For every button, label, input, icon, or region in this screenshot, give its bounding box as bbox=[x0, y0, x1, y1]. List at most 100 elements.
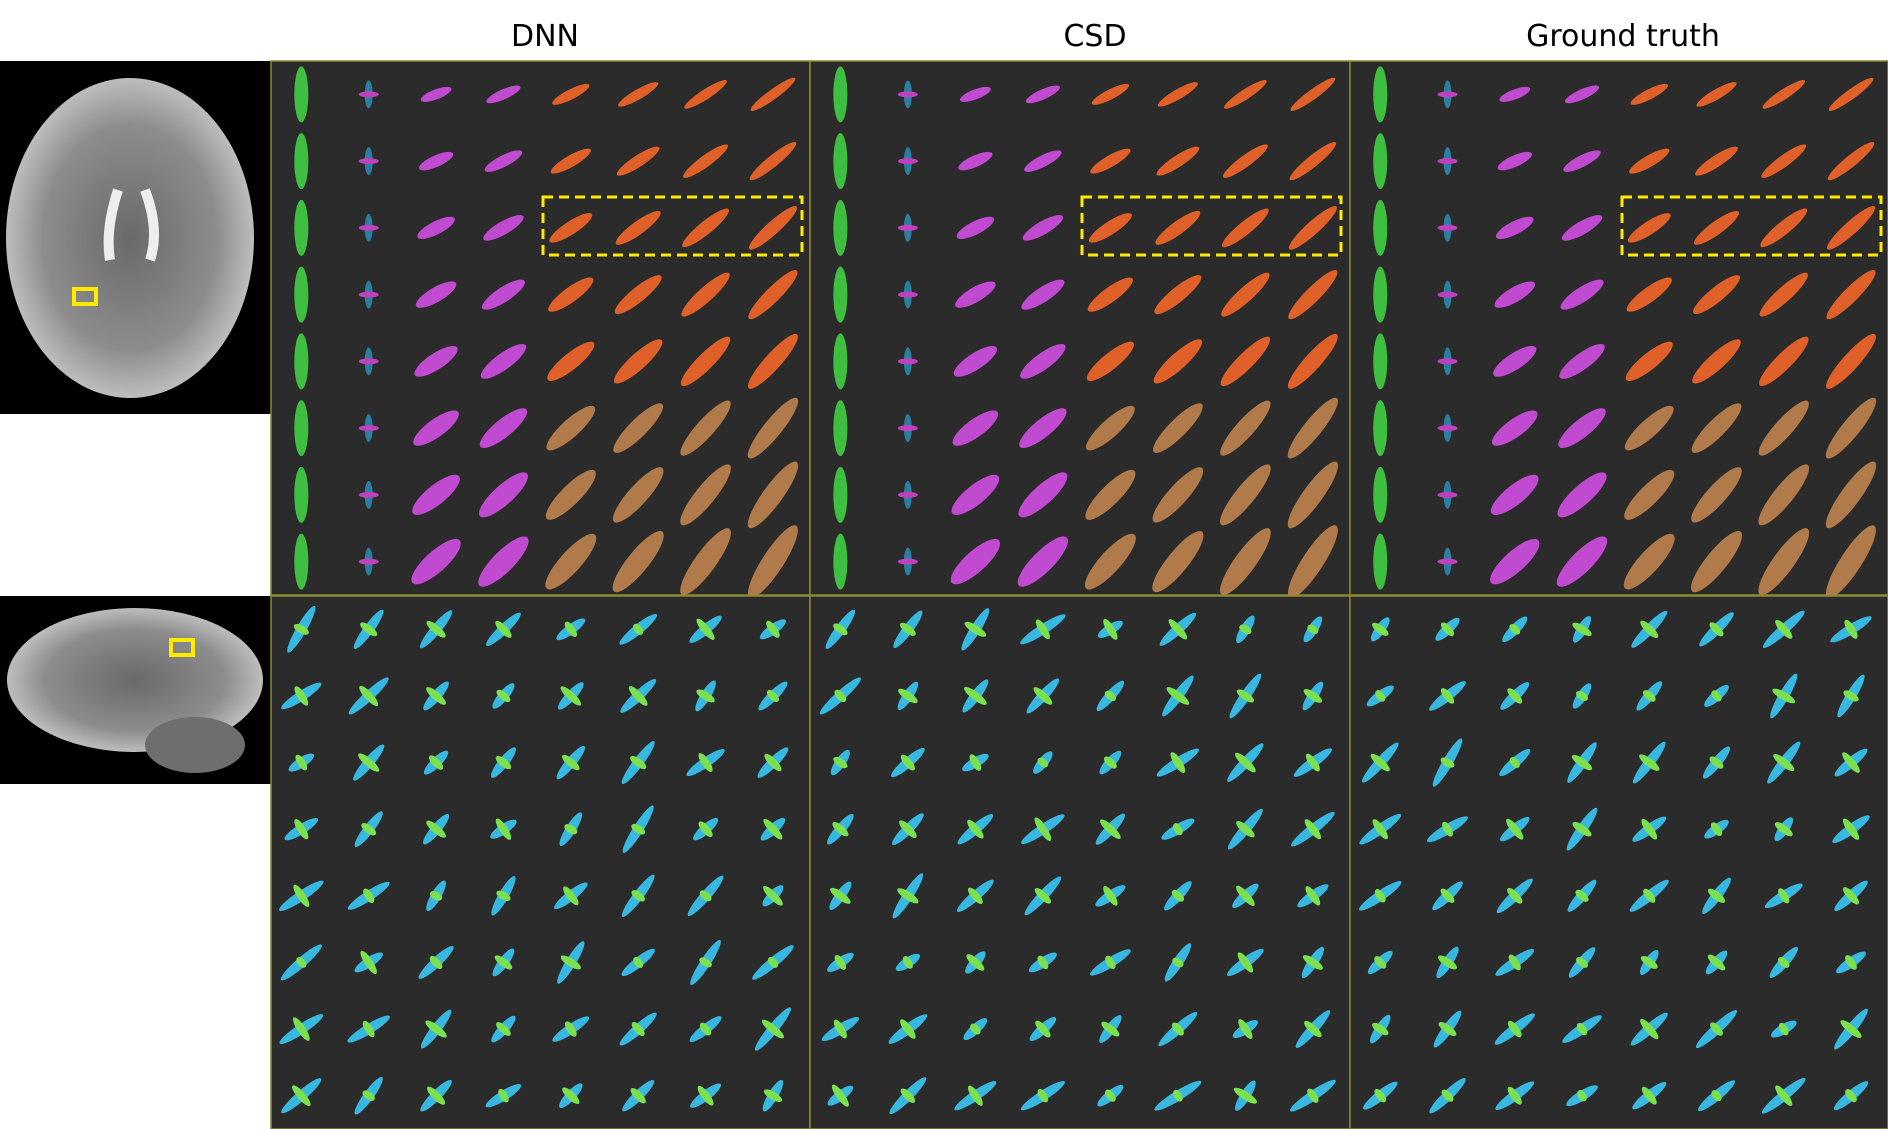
glyph bbox=[1166, 687, 1190, 705]
glyph bbox=[1220, 464, 1271, 526]
glyph bbox=[1842, 818, 1860, 840]
glyph bbox=[1495, 216, 1534, 239]
glyph bbox=[1758, 528, 1810, 596]
glyph bbox=[631, 823, 646, 835]
glyph bbox=[1826, 525, 1876, 598]
glyph bbox=[1711, 1090, 1722, 1102]
glyph bbox=[1826, 333, 1876, 389]
glyph bbox=[1302, 955, 1323, 970]
glyph bbox=[680, 400, 731, 456]
glyph bbox=[1437, 158, 1458, 165]
glyph bbox=[833, 66, 848, 123]
glyph bbox=[564, 621, 577, 637]
ventricles bbox=[103, 188, 159, 262]
glyph bbox=[681, 272, 730, 317]
glyph bbox=[425, 1020, 447, 1038]
glyph bbox=[966, 954, 985, 971]
glyph bbox=[747, 461, 799, 529]
glyph bbox=[614, 275, 662, 315]
glyph bbox=[1236, 821, 1255, 838]
glyph bbox=[612, 531, 664, 593]
glyph bbox=[1304, 1020, 1322, 1038]
glyph bbox=[1088, 213, 1132, 243]
glyph bbox=[1627, 213, 1671, 243]
glyph bbox=[1558, 408, 1606, 449]
glyph bbox=[1775, 1085, 1793, 1106]
glyph bbox=[545, 533, 597, 590]
glyph bbox=[1497, 151, 1532, 171]
glyph bbox=[1374, 889, 1386, 903]
glyph bbox=[1307, 624, 1319, 635]
glyph bbox=[1572, 622, 1592, 636]
glyph bbox=[1022, 215, 1064, 241]
glyph bbox=[494, 955, 513, 970]
brain-shape bbox=[7, 608, 263, 752]
glyph bbox=[1828, 77, 1874, 111]
glyph bbox=[897, 291, 918, 298]
glyph bbox=[1224, 80, 1267, 109]
glyph bbox=[1626, 277, 1672, 312]
glyph bbox=[562, 754, 580, 771]
glyph bbox=[967, 819, 984, 839]
glyph bbox=[564, 1021, 577, 1037]
glyph bbox=[1758, 464, 1810, 526]
glyph bbox=[970, 1023, 981, 1035]
glyph bbox=[1287, 333, 1338, 389]
glyph bbox=[1507, 887, 1523, 904]
glyph bbox=[950, 538, 1001, 585]
glyph bbox=[1710, 1022, 1723, 1036]
glyph bbox=[897, 425, 918, 432]
glyph bbox=[748, 206, 797, 250]
glyph bbox=[764, 753, 782, 772]
glyph bbox=[429, 955, 443, 969]
glyph bbox=[1710, 822, 1723, 837]
glyph bbox=[899, 622, 916, 636]
glyph bbox=[1235, 752, 1256, 773]
glyph bbox=[833, 199, 848, 256]
glyph bbox=[1437, 224, 1458, 231]
glyph bbox=[358, 753, 380, 772]
glyph bbox=[1305, 886, 1321, 906]
glyph bbox=[1759, 272, 1808, 317]
glyph bbox=[358, 291, 379, 298]
glyph bbox=[1762, 80, 1806, 109]
glyph bbox=[747, 525, 798, 598]
glyph bbox=[295, 754, 308, 771]
glyph bbox=[1437, 291, 1458, 298]
highlight-box bbox=[1620, 195, 1883, 257]
glyph bbox=[833, 400, 848, 457]
glyph bbox=[834, 955, 847, 970]
glyph bbox=[1493, 346, 1537, 377]
glyph bbox=[964, 686, 987, 705]
glyph bbox=[1778, 888, 1790, 904]
glyph bbox=[1153, 403, 1203, 453]
glyph bbox=[1084, 533, 1136, 590]
glyph bbox=[1640, 620, 1659, 639]
glyph bbox=[1629, 148, 1670, 174]
glyph bbox=[897, 888, 919, 904]
glyph bbox=[1103, 756, 1117, 769]
glyph bbox=[1021, 279, 1065, 310]
glyph bbox=[1156, 146, 1200, 176]
glyph bbox=[552, 83, 590, 105]
glyph bbox=[897, 491, 918, 498]
glyph bbox=[478, 536, 529, 587]
roi-box bbox=[169, 638, 195, 657]
glyph bbox=[1221, 208, 1269, 248]
glyph bbox=[1236, 689, 1254, 703]
glyph bbox=[1173, 823, 1183, 836]
glyph bbox=[1509, 623, 1521, 635]
glyph bbox=[496, 1022, 511, 1036]
roi-box bbox=[72, 287, 98, 306]
glyph bbox=[1707, 888, 1726, 903]
glyph bbox=[763, 1089, 783, 1102]
highlight-box bbox=[541, 195, 804, 257]
glyph bbox=[1556, 536, 1608, 587]
glyph bbox=[360, 622, 378, 637]
glyph bbox=[426, 1086, 446, 1105]
glyph bbox=[294, 533, 309, 590]
glyph bbox=[1372, 1022, 1389, 1036]
glyph bbox=[902, 956, 913, 969]
glyph bbox=[1373, 266, 1388, 323]
glyph bbox=[413, 410, 459, 446]
